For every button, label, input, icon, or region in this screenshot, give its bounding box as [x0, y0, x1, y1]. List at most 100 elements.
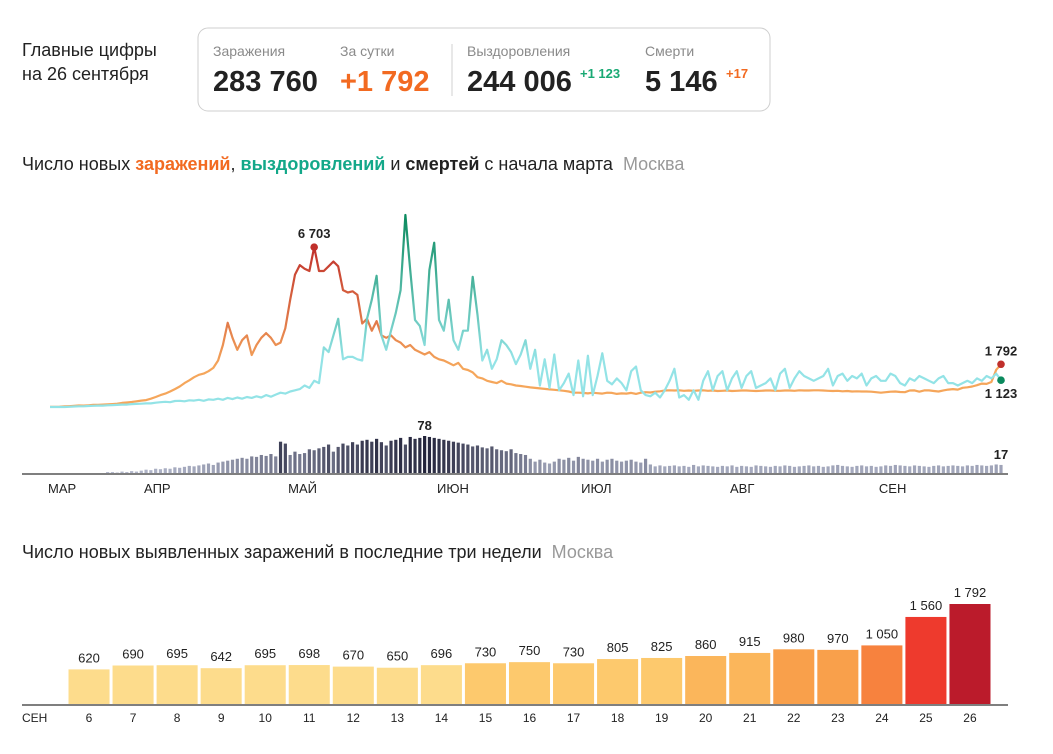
x-tick-label: 17 — [567, 711, 581, 725]
death-bar — [663, 466, 667, 473]
bar — [112, 665, 154, 704]
death-bar — [557, 458, 561, 473]
death-bar — [106, 472, 110, 473]
death-bar — [461, 443, 465, 473]
death-bar — [994, 464, 998, 473]
x-tick-label: АВГ — [730, 481, 754, 496]
stat-label: Выздоровления — [467, 43, 570, 59]
death-bar — [970, 465, 974, 473]
death-bar — [298, 454, 302, 473]
death-bar — [240, 457, 244, 473]
death-bar — [802, 465, 806, 473]
data-label: 730 — [563, 644, 585, 659]
death-bar — [495, 449, 499, 473]
death-bar — [250, 456, 254, 473]
stat-delta: +17 — [726, 66, 748, 81]
death-bar — [523, 454, 528, 473]
x-tick-label: 9 — [218, 711, 225, 725]
x-tick-label: 25 — [919, 711, 933, 725]
death-bar — [984, 465, 989, 473]
chart-title: Число новых заражений, выздоровлений и с… — [22, 154, 685, 174]
data-label: 860 — [695, 637, 717, 652]
bar — [464, 663, 506, 704]
death-bar — [163, 468, 167, 473]
bar — [905, 616, 947, 704]
death-bar — [764, 466, 768, 473]
death-bar — [187, 465, 191, 473]
data-label: 690 — [122, 646, 144, 661]
death-bar — [360, 440, 364, 473]
stat-value: 283 760 — [213, 66, 318, 98]
death-bar — [591, 460, 595, 473]
death-bar — [197, 465, 201, 473]
death-bar — [740, 465, 744, 473]
data-label: 696 — [431, 646, 453, 661]
death-bar — [413, 438, 417, 473]
data-label: 730 — [475, 644, 497, 659]
bar — [156, 665, 198, 704]
death-bar — [302, 453, 307, 473]
death-bar — [519, 454, 523, 473]
death-bar — [624, 460, 628, 473]
death-bar — [773, 465, 777, 473]
death-bar — [951, 465, 955, 473]
death-bar — [845, 466, 849, 473]
x-tick-label: 12 — [347, 711, 361, 725]
x-tick-label: 6 — [86, 711, 93, 725]
death-bar — [158, 469, 163, 473]
death-bar — [221, 461, 225, 473]
death-bar — [860, 465, 864, 473]
point — [310, 243, 318, 251]
death-bar — [379, 442, 384, 473]
data-label: 695 — [166, 646, 188, 661]
death-bar — [178, 467, 182, 473]
death-bar — [154, 468, 158, 473]
x-tick-label: 26 — [963, 711, 977, 725]
death-bar — [254, 456, 259, 473]
death-bar — [696, 466, 701, 473]
death-bar — [182, 466, 187, 473]
death-bar — [720, 465, 725, 473]
death-bar — [946, 465, 950, 473]
death-bar — [936, 465, 941, 473]
death-bar — [989, 465, 993, 473]
x-tick-label: МАЙ — [288, 481, 317, 496]
death-bar — [735, 466, 739, 473]
stat-value: +1 792 — [340, 66, 430, 98]
death-bar — [754, 465, 758, 473]
death-bar — [432, 437, 436, 473]
death-bar — [283, 443, 287, 473]
legend-entry: выздоровлений — [241, 154, 386, 174]
x-tick-label: 10 — [259, 711, 273, 725]
x-tick-label: 15 — [479, 711, 493, 725]
death-bar — [932, 465, 936, 473]
death-bar — [643, 458, 648, 473]
bar — [200, 668, 242, 704]
death-bar — [576, 456, 580, 473]
death-bar — [533, 461, 537, 473]
data-label: 642 — [210, 649, 232, 664]
death-bar — [264, 455, 268, 473]
title-part: , — [231, 154, 241, 174]
death-bar — [812, 466, 816, 473]
death-bar — [797, 466, 801, 473]
death-bar — [956, 465, 960, 473]
death-bar — [149, 470, 153, 473]
bar — [332, 666, 374, 704]
death-bar — [168, 468, 172, 473]
death-bar — [485, 448, 489, 473]
x-tick-label: 16 — [523, 711, 537, 725]
bar — [288, 665, 330, 704]
death-bar — [653, 466, 657, 473]
legend-entry: заражений — [135, 154, 230, 174]
death-bar — [619, 461, 624, 473]
stat-label: За сутки — [340, 43, 395, 59]
death-bar — [317, 448, 321, 473]
data-label: 670 — [342, 648, 364, 663]
death-bar — [288, 454, 292, 473]
bar — [508, 662, 551, 704]
death-bar — [792, 466, 797, 473]
death-bar — [504, 451, 508, 473]
